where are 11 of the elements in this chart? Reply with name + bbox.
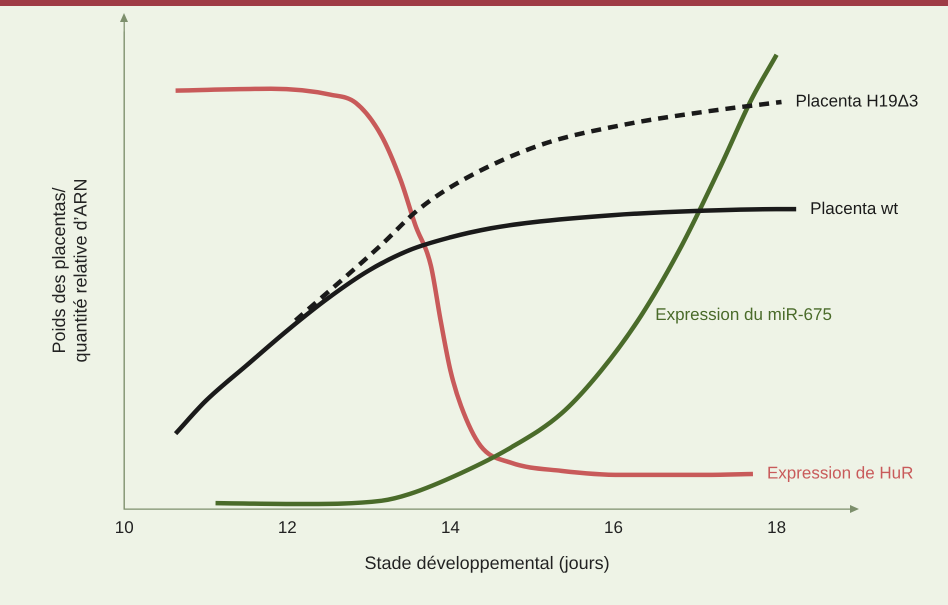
series-label: Expression de HuR — [766, 464, 914, 483]
x-tick-label: 12 — [278, 518, 297, 537]
x-tick-label: 14 — [440, 518, 460, 537]
series-label: Placenta wt — [810, 198, 898, 218]
x-tick-label: 10 — [114, 518, 134, 537]
x-tick-label: 18 — [767, 518, 786, 537]
x-tick-label: 16 — [604, 518, 623, 537]
y-axis-title: Poids des placentas/ quantité relative d’ARN — [48, 178, 90, 363]
series-label: Expression du miR-675 — [655, 305, 832, 324]
x-axis-title: Stade développemental (jours) — [364, 553, 610, 574]
series-label: Placenta H19Δ3 — [796, 92, 918, 111]
